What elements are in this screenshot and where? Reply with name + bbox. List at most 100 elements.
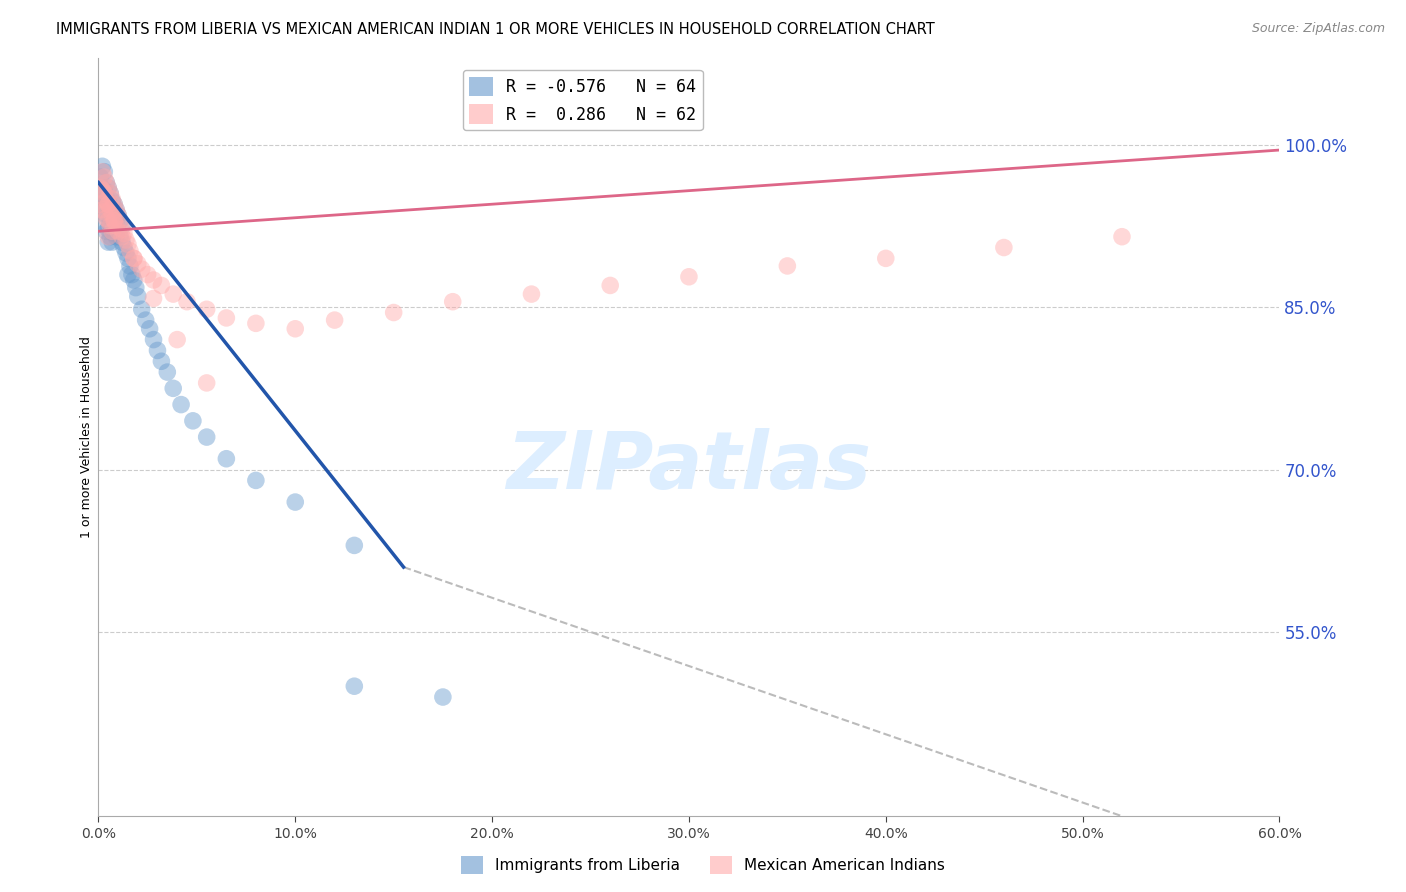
Point: [146, 343, 169, 358]
Point: [91, 183, 114, 197]
Point: [107, 224, 129, 238]
Point: [599, 278, 621, 293]
Point: [96, 208, 118, 222]
Point: [93, 183, 115, 197]
Point: [97, 181, 120, 195]
Point: [170, 398, 193, 412]
Point: [97, 197, 120, 211]
Point: [678, 269, 700, 284]
Point: [215, 310, 238, 325]
Point: [156, 365, 179, 379]
Point: [101, 235, 124, 249]
Point: [105, 202, 128, 217]
Point: [97, 229, 120, 244]
Point: [96, 176, 118, 190]
Point: [96, 194, 118, 208]
Point: [112, 240, 135, 255]
Point: [520, 287, 543, 301]
Point: [111, 235, 134, 249]
Point: [97, 213, 120, 227]
Point: [111, 222, 134, 236]
Text: Source: ZipAtlas.com: Source: ZipAtlas.com: [1251, 22, 1385, 36]
Point: [142, 292, 165, 306]
Point: [343, 679, 366, 693]
Point: [91, 159, 114, 173]
Point: [195, 376, 218, 390]
Point: [98, 229, 121, 244]
Point: [176, 294, 198, 309]
Point: [118, 259, 141, 273]
Point: [215, 451, 238, 466]
Point: [142, 273, 165, 287]
Point: [97, 208, 120, 222]
Point: [125, 280, 148, 294]
Point: [91, 164, 114, 178]
Point: [432, 690, 454, 704]
Point: [93, 201, 115, 215]
Point: [96, 176, 118, 190]
Point: [323, 313, 346, 327]
Point: [93, 186, 115, 201]
Point: [117, 237, 139, 252]
Point: [97, 181, 120, 195]
Point: [166, 333, 188, 347]
Point: [1111, 229, 1133, 244]
Point: [101, 208, 124, 222]
Point: [112, 227, 135, 241]
Point: [91, 181, 114, 195]
Point: [103, 197, 125, 211]
Point: [91, 197, 114, 211]
Point: [117, 252, 139, 266]
Point: [245, 474, 267, 488]
Point: [382, 305, 405, 319]
Point: [108, 213, 131, 227]
Point: [93, 170, 115, 185]
Point: [136, 268, 159, 282]
Point: [108, 229, 131, 244]
Point: [103, 211, 125, 226]
Point: [98, 202, 121, 217]
Point: [122, 252, 145, 266]
Point: [142, 333, 165, 347]
Point: [107, 208, 129, 222]
Point: [245, 317, 267, 331]
Point: [93, 216, 115, 230]
Y-axis label: 1 or more Vehicles in Household: 1 or more Vehicles in Household: [80, 336, 93, 538]
Point: [97, 197, 120, 211]
Point: [343, 538, 366, 552]
Point: [162, 287, 184, 301]
Point: [103, 227, 125, 241]
Point: [93, 204, 115, 219]
Point: [89, 186, 111, 201]
Point: [96, 224, 118, 238]
Point: [150, 354, 173, 368]
Point: [101, 224, 124, 238]
Text: ZIPatlas: ZIPatlas: [506, 428, 872, 507]
Point: [127, 257, 149, 271]
Point: [181, 414, 204, 428]
Point: [875, 252, 897, 266]
Point: [131, 302, 153, 317]
Point: [89, 181, 111, 195]
Point: [97, 222, 120, 236]
Point: [105, 219, 128, 233]
Point: [89, 170, 111, 185]
Point: [117, 268, 139, 282]
Point: [105, 229, 128, 244]
Point: [98, 202, 121, 217]
Point: [993, 240, 1015, 255]
Point: [98, 219, 121, 233]
Legend: Immigrants from Liberia, Mexican American Indians: Immigrants from Liberia, Mexican America…: [456, 850, 950, 880]
Text: IMMIGRANTS FROM LIBERIA VS MEXICAN AMERICAN INDIAN 1 OR MORE VEHICLES IN HOUSEHO: IMMIGRANTS FROM LIBERIA VS MEXICAN AMERI…: [56, 22, 935, 37]
Point: [162, 381, 184, 395]
Legend: R = -0.576   N = 64, R =  0.286   N = 62: R = -0.576 N = 64, R = 0.286 N = 62: [463, 70, 703, 130]
Point: [115, 246, 138, 260]
Point: [98, 186, 121, 201]
Point: [103, 197, 125, 211]
Point: [89, 197, 111, 211]
Point: [115, 233, 138, 247]
Point: [121, 268, 143, 282]
Point: [108, 216, 131, 230]
Point: [111, 229, 134, 244]
Point: [195, 430, 218, 444]
